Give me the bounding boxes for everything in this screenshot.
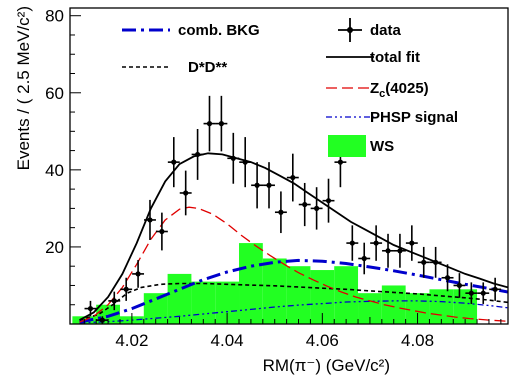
data-point (132, 260, 145, 288)
x-tick-label: 4.06 (306, 331, 339, 350)
x-tick-label: 4.08 (401, 331, 434, 350)
data-point (108, 291, 121, 311)
x-tick-label: 4.04 (211, 331, 244, 350)
data-point (393, 233, 406, 268)
data-point (489, 277, 502, 301)
data-point (370, 225, 383, 261)
legend-entry-dstar-dstarstar: D*D** (122, 59, 227, 76)
data-point (441, 264, 454, 292)
legend-label: WS (370, 138, 394, 155)
legend-entry-total-fit: total fit (326, 49, 420, 66)
data-point (215, 95, 228, 152)
ws-bin (262, 258, 287, 324)
data-point (346, 225, 359, 261)
ws-bin (215, 281, 240, 324)
data-point (263, 162, 275, 209)
data-point (251, 162, 264, 209)
ws-bin (310, 270, 335, 324)
ws-histogram (72, 243, 478, 324)
axis-ticks: 4.02 4.04 4.06 4.08 20 40 60 80 (45, 7, 502, 350)
data-point (144, 199, 156, 240)
legend-entry-zc4025: Zc(4025) (326, 80, 429, 100)
series-dstar-dstarstar (79, 282, 508, 321)
data-point (274, 191, 287, 234)
legend-label: Zc(4025) (370, 80, 429, 100)
ws-bin (381, 285, 406, 324)
data-point (84, 300, 97, 317)
y-tick-label: 60 (45, 84, 64, 103)
legend-label: D*D** (188, 59, 227, 76)
legend-label: comb. BKG (178, 22, 260, 39)
y-axis-title: Events / ( 2.5 MeV/c²) (14, 6, 33, 170)
data-point (322, 178, 335, 223)
legend: comb. BKG D*D** data total fit Zc(4025) PHSP … (122, 18, 458, 157)
ws-bin (191, 281, 216, 324)
y-tick-label: 20 (45, 238, 64, 257)
plot-frame (69, 7, 509, 325)
data-point (120, 277, 133, 301)
data-point (382, 233, 394, 268)
data-point (167, 137, 180, 188)
y-tick-label: 40 (45, 161, 64, 180)
data-point (179, 170, 192, 216)
ws-bin (334, 266, 359, 324)
data-point (203, 95, 216, 152)
series-zc4025 (79, 206, 508, 323)
data-point (358, 242, 371, 275)
legend-entry-data: data (338, 18, 402, 42)
ws-bin (286, 266, 311, 324)
data-point (239, 137, 252, 188)
series-comb-bkg (79, 258, 508, 324)
y-tick-label: 80 (45, 7, 64, 26)
x-tick-label: 4.02 (115, 331, 148, 350)
legend-label: total fit (370, 49, 420, 66)
data-point (286, 153, 299, 202)
data-point (465, 282, 478, 304)
legend-entry-ws: WS (328, 135, 394, 157)
legend-entry-comb-bkg: comb. BKG (122, 22, 260, 39)
ws-bin (239, 243, 263, 324)
data-points (84, 95, 502, 324)
data-point (477, 282, 490, 304)
data-point (453, 273, 466, 298)
data-point (298, 182, 311, 227)
legend-label: data (370, 22, 402, 39)
x-axis-title: RM(π⁻) (GeV/c²) (263, 356, 390, 375)
series-phsp (79, 300, 508, 324)
legend-label: PHSP signal (370, 109, 458, 126)
data-point (96, 316, 109, 324)
data-point (155, 212, 168, 251)
legend-entry-phsp: PHSP signal (326, 109, 458, 126)
data-point (417, 246, 430, 278)
data-point (405, 225, 418, 261)
data-point (227, 132, 240, 184)
data-point (310, 187, 323, 230)
ws-bin (429, 289, 454, 324)
data-point (429, 246, 442, 278)
data-point (191, 129, 204, 180)
